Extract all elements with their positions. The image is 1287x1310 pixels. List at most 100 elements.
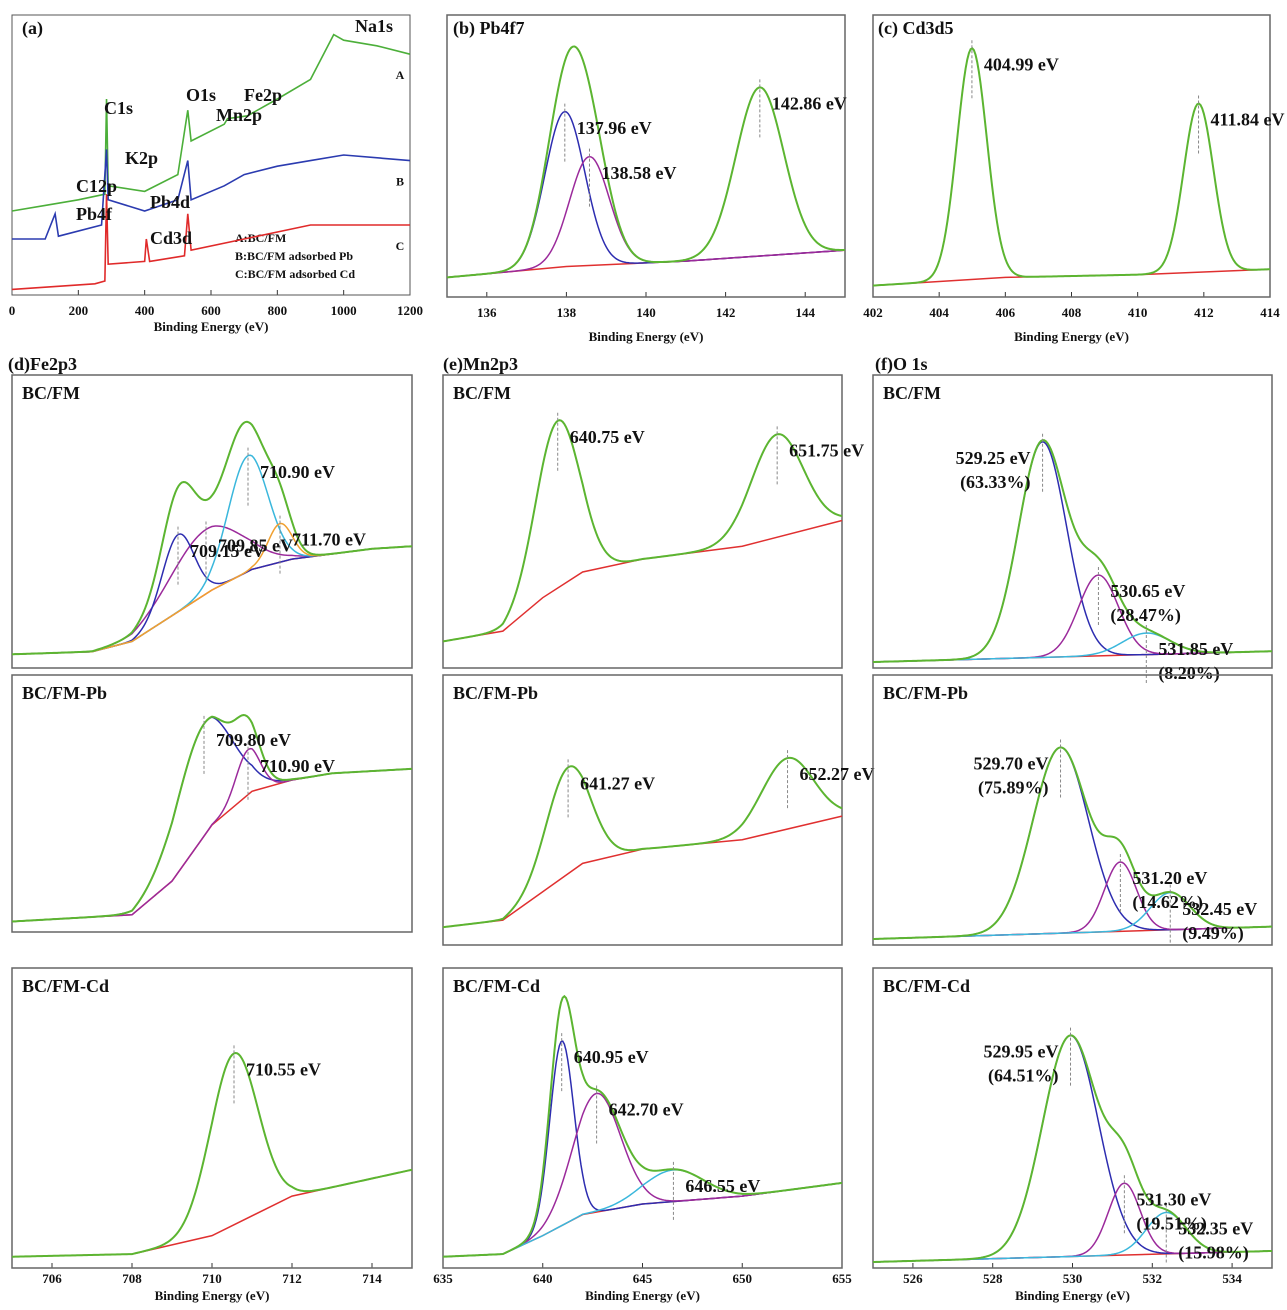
peak-annotation: Na1s [355, 16, 393, 36]
peak-annotation: Pb4f [76, 204, 113, 224]
peak-label: 530.65 eV [1110, 581, 1185, 601]
legend-entry: C:BC/FM adsorbed Cd [235, 267, 355, 281]
x-tick-label: 408 [1062, 305, 1082, 320]
spectrum [11, 194, 410, 291]
subplot-name: BC/FM-Pb [883, 683, 968, 703]
envelope [872, 439, 1273, 663]
peak-annotation: C12p [76, 176, 117, 196]
x-tick-label: 412 [1194, 305, 1214, 320]
peak-annotation: K2p [125, 148, 158, 168]
subplot-name: BC/FM [22, 383, 80, 403]
peak-label: 411.84 eV [1211, 110, 1285, 130]
x-tick-label: 402 [863, 305, 883, 320]
x-tick-label: 640 [533, 1271, 553, 1286]
peak-label: 532.35 eV [1178, 1219, 1253, 1239]
baseline [442, 815, 843, 928]
x-tick-label: 140 [636, 305, 656, 320]
peak-share: (14.62%) [1132, 892, 1203, 913]
envelope [442, 994, 843, 1258]
peak-label: 138.58 eV [601, 163, 676, 183]
peak-label: 529.25 eV [956, 448, 1031, 468]
peak-annotation: Cd3d [150, 228, 192, 248]
peak-annotation: O1s [186, 85, 216, 105]
peak-label: 404.99 eV [984, 54, 1059, 74]
x-tick-label: 404 [929, 305, 949, 320]
series-name: A [396, 68, 405, 82]
panel-title: (a) [22, 18, 43, 39]
baseline [442, 1182, 843, 1258]
plot-frame [872, 14, 1271, 298]
peak-annotation: Pb4d [150, 192, 190, 212]
envelope [11, 1051, 413, 1258]
fit-component [442, 1040, 843, 1258]
peak-label: 651.75 eV [789, 440, 864, 460]
plot-frame [872, 674, 1273, 946]
panel-title: (d)Fe2p3 [8, 354, 77, 375]
x-tick-label: 1200 [397, 303, 423, 318]
baseline [11, 768, 413, 923]
x-tick-label: 528 [983, 1271, 1003, 1286]
peak-label: 709.15 eV [190, 541, 265, 561]
fit-component [442, 1169, 843, 1258]
plot-frame [446, 14, 846, 298]
peak-label: 710.55 eV [246, 1060, 321, 1080]
baseline [442, 519, 843, 643]
subplot-name: BC/FM-Cd [453, 976, 540, 996]
x-axis-label: Binding Energy (eV) [155, 1288, 270, 1303]
peak-label: 137.96 eV [577, 118, 652, 138]
panel-title: (e)Mn2p3 [443, 354, 518, 375]
x-tick-label: 136 [477, 305, 497, 320]
x-tick-label: 1000 [331, 303, 357, 318]
x-tick-label: 142 [716, 305, 736, 320]
peak-label: 529.95 eV [984, 1042, 1059, 1062]
subplot-name: BC/FM-Cd [883, 976, 970, 996]
x-tick-label: 200 [69, 303, 89, 318]
peak-label: 652.27 eV [800, 764, 875, 784]
panel-title: (b) Pb4f7 [453, 18, 525, 39]
subplot-name: BC/FM [453, 383, 511, 403]
plot-frame [872, 967, 1273, 1269]
peak-share: (8.20%) [1158, 663, 1220, 684]
peak-label: 531.20 eV [1132, 868, 1207, 888]
fit-component [872, 441, 1273, 663]
peak-label: 709.80 eV [216, 730, 291, 750]
peak-label: 646.55 eV [685, 1176, 760, 1196]
subplot-name: BC/FM-Cd [22, 976, 109, 996]
series-name: C [396, 239, 405, 253]
peak-label: 711.70 eV [292, 530, 366, 550]
envelope [11, 420, 413, 656]
plot-frame [11, 674, 413, 933]
peak-annotation: Fe2p [244, 85, 282, 105]
fit-component [11, 716, 413, 923]
x-tick-label: 800 [268, 303, 288, 318]
peak-label: 532.45 eV [1182, 899, 1257, 919]
peak-label: 142.86 eV [772, 94, 847, 114]
x-tick-label: 530 [1063, 1271, 1083, 1286]
peak-share: (9.49%) [1182, 923, 1244, 944]
fit-component [11, 747, 413, 923]
plot-frame [11, 374, 413, 669]
x-tick-label: 138 [557, 305, 577, 320]
peak-share: (28.47%) [1110, 605, 1181, 626]
peak-label: 642.70 eV [609, 1100, 684, 1120]
plot-frame [442, 674, 843, 946]
peak-label: 531.30 eV [1136, 1189, 1211, 1209]
peak-label: 710.90 eV [260, 756, 335, 776]
peak-share: (19.51%) [1136, 1213, 1207, 1234]
subplot-name: BC/FM-Pb [453, 683, 538, 703]
peak-label: 640.75 eV [570, 427, 645, 447]
plot-frame [11, 14, 411, 296]
peak-share: (75.89%) [978, 778, 1049, 799]
envelope [872, 746, 1273, 940]
plot-frame [442, 374, 843, 669]
x-tick-label: 655 [832, 1271, 852, 1286]
x-tick-label: 714 [362, 1271, 382, 1286]
peak-share: (64.51%) [988, 1066, 1059, 1087]
envelope [442, 419, 843, 643]
x-tick-label: 650 [733, 1271, 753, 1286]
x-tick-label: 0 [9, 303, 16, 318]
x-tick-label: 400 [135, 303, 155, 318]
subplot-name: BC/FM-Pb [22, 683, 107, 703]
panel-title: (c) Cd3d5 [878, 18, 954, 39]
peak-label: 709.85 eV [218, 536, 293, 556]
